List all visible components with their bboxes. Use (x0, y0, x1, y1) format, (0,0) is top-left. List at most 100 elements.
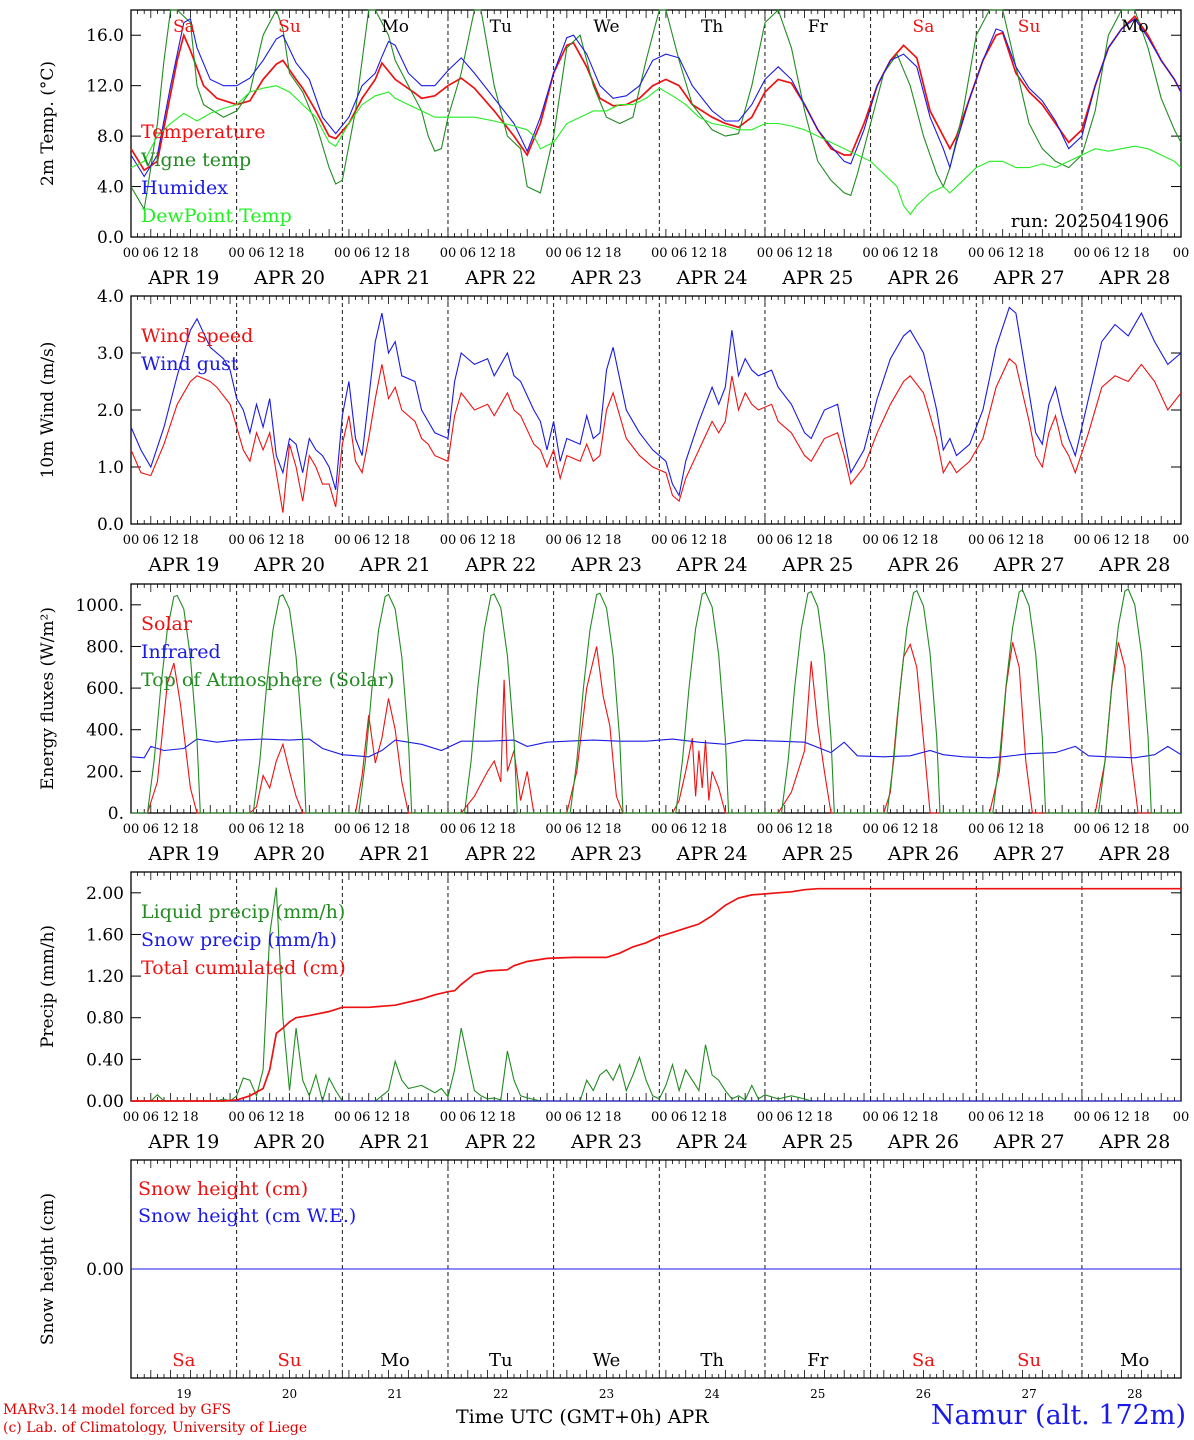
date-label: APR 24 (676, 1131, 748, 1153)
weekday-label: Mo (381, 1350, 410, 1371)
x-tick-label: 18 (499, 533, 516, 548)
legend-entry: Humidex (141, 177, 228, 199)
x-tick-label: 12 (585, 246, 602, 261)
x-tick-label: 18 (1133, 1110, 1150, 1125)
date-label: APR 23 (570, 1131, 642, 1153)
x-tick-label: 18 (922, 246, 939, 261)
x-tick-label: 06 (354, 1110, 371, 1125)
x-tick-label: 18 (1027, 1110, 1044, 1125)
weekday-label: Mo (381, 17, 409, 37)
y-tick-label: 2.00 (86, 884, 124, 904)
x-tick-label: 12 (1113, 533, 1130, 548)
x-tick-label: 00 (228, 533, 245, 548)
legend-entry: DewPoint Temp (141, 205, 292, 227)
weekday-label: Su (1017, 1350, 1041, 1371)
date-label: APR 26 (887, 267, 959, 289)
day-number-label: 27 (1021, 1387, 1036, 1401)
x-tick-label: 12 (1008, 1110, 1025, 1125)
x-tick-label: 00 (757, 246, 774, 261)
date-label: APR 26 (887, 554, 959, 576)
y-tick-label: 4.0 (97, 178, 124, 198)
x-tick-label: 06 (882, 1110, 899, 1125)
series-line (130, 8, 1182, 211)
y-tick-label: 0.0 (97, 228, 124, 248)
legend-entry: Temperature (141, 121, 265, 143)
date-label: APR 23 (570, 843, 642, 865)
date-label: APR 22 (464, 554, 536, 576)
weekday-label: Sa (913, 17, 935, 37)
x-tick-label: 06 (988, 1110, 1005, 1125)
x-axis-month: APR (667, 1406, 709, 1428)
x-tick-label: 00 (334, 533, 351, 548)
date-label: APR 23 (570, 267, 642, 289)
x-tick-label: 18 (393, 246, 410, 261)
x-tick-label: 12 (796, 1110, 813, 1125)
weekday-label: Fr (808, 17, 829, 37)
x-tick-label: 12 (1008, 246, 1025, 261)
series-line (130, 357, 1182, 513)
x-tick-label: 06 (671, 822, 688, 837)
x-tick-label: 00 (651, 822, 668, 837)
x-tick-label: 18 (499, 246, 516, 261)
x-tick-label: 12 (1008, 533, 1025, 548)
date-label: APR 24 (676, 554, 748, 576)
x-tick-label: 06 (565, 822, 582, 837)
date-label: APR 22 (464, 1131, 536, 1153)
date-label: APR 23 (570, 554, 642, 576)
x-tick-label: 18 (605, 533, 622, 548)
date-label: APR 27 (993, 554, 1065, 576)
x-tick-label: 18 (182, 533, 199, 548)
date-label: APR 27 (993, 267, 1065, 289)
date-label: APR 27 (993, 1131, 1065, 1153)
x-tick-label: 06 (777, 533, 794, 548)
x-tick-label: 06 (143, 533, 160, 548)
date-label: APR 19 (147, 267, 219, 289)
legend-entry: Snow precip (mm/h) (141, 929, 337, 951)
date-label: APR 21 (359, 267, 431, 289)
y-tick-label: 0.00 (86, 1092, 124, 1112)
weekday-label: We (593, 17, 619, 37)
x-tick-label: 06 (354, 822, 371, 837)
x-tick-label: 12 (585, 1110, 602, 1125)
y-tick-label: 0.0 (97, 515, 124, 535)
x-tick-label: 06 (882, 533, 899, 548)
x-tick-label: 06 (988, 246, 1005, 261)
weekday-label: Tu (489, 1350, 513, 1371)
y-tick-label: 1.20 (86, 967, 124, 987)
day-number-label: 20 (282, 1387, 297, 1401)
day-number-label: 23 (599, 1387, 614, 1401)
y-axis-label: 2m Temp. (°C) (38, 61, 58, 186)
x-tick-label: 12 (902, 1110, 919, 1125)
x-tick-label: 18 (393, 533, 410, 548)
x-tick-label: 06 (988, 822, 1005, 837)
date-label: APR 26 (887, 1131, 959, 1153)
x-tick-label: 12 (902, 822, 919, 837)
x-tick-label: 00 (545, 533, 562, 548)
x-tick-label: 12 (162, 533, 179, 548)
x-tick-label: 12 (268, 533, 285, 548)
x-tick-label: 00 (757, 822, 774, 837)
series-line (131, 887, 1181, 1104)
weekday-label: Sa (172, 1350, 195, 1371)
y-axis-label: Snow height (cm) (38, 1193, 58, 1345)
date-label: APR 28 (1098, 843, 1170, 865)
x-tick-label: 00 (1173, 533, 1190, 548)
day-number-label: 28 (1127, 1387, 1142, 1401)
x-tick-label: 00 (228, 822, 245, 837)
x-tick-label: 06 (460, 533, 477, 548)
x-tick-label: 12 (585, 822, 602, 837)
x-tick-label: 12 (796, 822, 813, 837)
x-tick-label: 00 (1074, 822, 1091, 837)
panel-frame (130, 583, 1182, 814)
x-tick-label: 00 (862, 246, 879, 261)
day-number-label: 19 (176, 1387, 191, 1401)
x-tick-label: 12 (479, 533, 496, 548)
x-tick-label: 06 (143, 1110, 160, 1125)
x-tick-label: 06 (777, 822, 794, 837)
x-tick-label: 18 (182, 1110, 199, 1125)
date-label: APR 22 (464, 843, 536, 865)
x-tick-label: 06 (988, 533, 1005, 548)
x-tick-label: 00 (545, 1110, 562, 1125)
x-tick-label: 06 (882, 822, 899, 837)
legend-entry: Top of Atmosphere (Solar) (141, 669, 394, 691)
